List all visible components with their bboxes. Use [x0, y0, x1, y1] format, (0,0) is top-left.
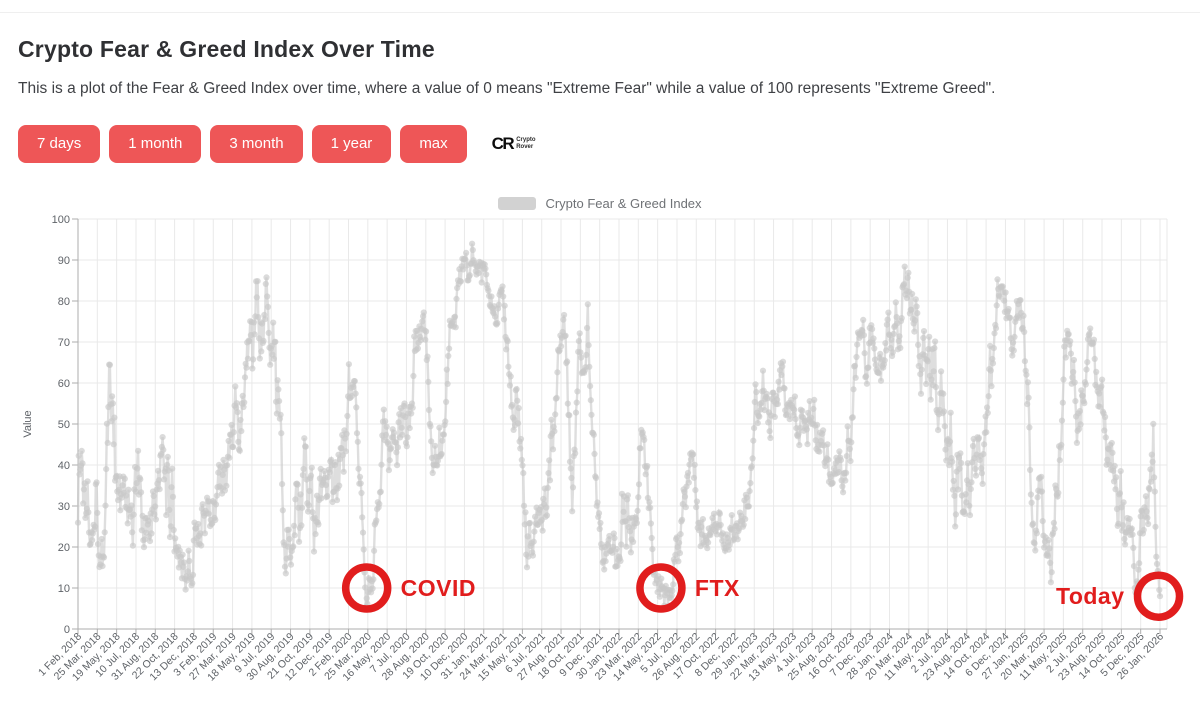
- y-tick-label: 70: [58, 337, 70, 349]
- top-divider: [0, 12, 1200, 13]
- legend-swatch: [498, 197, 537, 210]
- annotation-ftx: FTX: [636, 563, 740, 613]
- annotation-covid: COVID: [341, 563, 476, 613]
- y-axis-title: Value: [22, 410, 34, 437]
- y-tick-label: 90: [58, 255, 70, 267]
- y-tick-label: 0: [64, 624, 70, 636]
- page-subtitle: This is a plot of the Fear & Greed Index…: [18, 80, 996, 97]
- range-button-7-days[interactable]: 7 days: [18, 125, 101, 163]
- y-tick-label: 30: [58, 501, 70, 513]
- axes: [72, 218, 1167, 634]
- annotation-circle-today: [1133, 571, 1184, 621]
- range-buttons-group: 7 days 1 month 3 month 1 year max: [18, 125, 467, 163]
- y-tick-label: 100: [52, 214, 70, 226]
- range-button-3-month[interactable]: 3 month: [210, 125, 303, 163]
- legend-label: Crypto Fear & Greed Index: [545, 196, 702, 211]
- y-tick-label: 20: [58, 542, 70, 554]
- fear-greed-chart: 0 10 20 30 40 50 60 70 80 90 100 Value 1 Feb, 201825…: [22, 214, 1184, 684]
- crypto-rover-logo-mark: CR: [491, 134, 515, 153]
- series-markers: [74, 240, 1164, 610]
- annotation-label-ftx: FTX: [695, 575, 740, 601]
- annotation-circle-ftx: [636, 563, 686, 613]
- page-title: Crypto Fear & Greed Index Over Time: [18, 36, 435, 62]
- annotation-label-today: Today: [1056, 583, 1125, 609]
- range-button-1-year[interactable]: 1 year: [311, 125, 392, 163]
- range-button-1-month[interactable]: 1 month: [109, 125, 202, 163]
- crypto-rover-logo-text: Crypto Rover: [516, 137, 536, 150]
- crypto-rover-logo: CR Crypto Rover: [492, 134, 536, 154]
- y-tick-label: 10: [58, 583, 70, 595]
- range-controls: 7 days 1 month 3 month 1 year max CR Crypto …: [18, 125, 1200, 163]
- y-tick-label: 80: [58, 296, 70, 308]
- y-tick-label: 50: [58, 419, 70, 431]
- chart-legend[interactable]: Crypto Fear & Greed Index: [0, 196, 1200, 211]
- range-button-max[interactable]: max: [400, 125, 467, 163]
- annotation-circle-covid: [341, 563, 392, 613]
- y-axis-labels: 0 10 20 30 40 50 60 70 80 90 100: [52, 214, 70, 636]
- y-tick-label: 40: [58, 460, 70, 472]
- annotation-today: Today: [1056, 571, 1184, 621]
- y-tick-label: 60: [58, 378, 70, 390]
- annotation-label-covid: COVID: [401, 575, 476, 601]
